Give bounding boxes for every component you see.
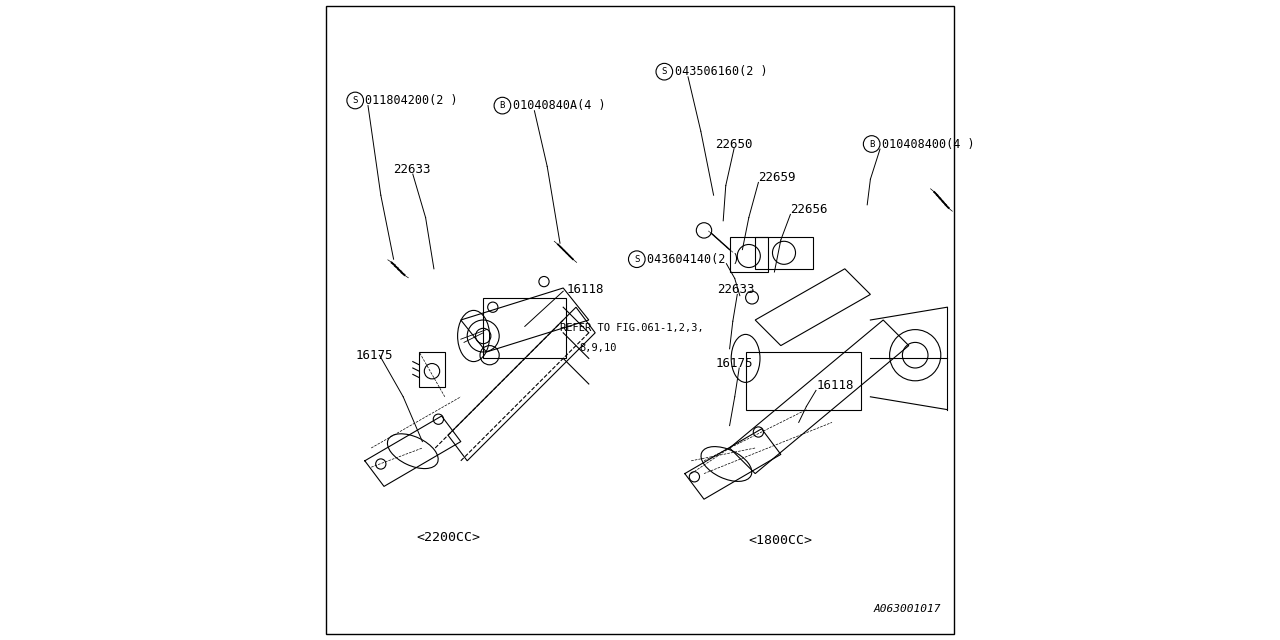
Text: 22650: 22650: [714, 138, 753, 150]
Text: B: B: [869, 140, 874, 148]
Text: <2200CC>: <2200CC>: [416, 531, 480, 544]
Text: 043506160(2 ): 043506160(2 ): [675, 65, 767, 78]
Text: A063001017: A063001017: [873, 604, 941, 614]
Text: 043604140(2 ): 043604140(2 ): [646, 253, 740, 266]
Text: S: S: [352, 96, 358, 105]
Text: <1800CC>: <1800CC>: [749, 534, 813, 547]
Text: 8,9,10: 8,9,10: [580, 342, 617, 353]
Text: 22656: 22656: [791, 204, 828, 216]
Text: S: S: [634, 255, 640, 264]
Text: REFER TO FIG.061-1,2,3,: REFER TO FIG.061-1,2,3,: [561, 323, 704, 333]
Text: 16175: 16175: [716, 357, 753, 370]
Text: 011804200(2 ): 011804200(2 ): [366, 94, 458, 107]
Text: B: B: [499, 101, 506, 110]
Text: 22633: 22633: [717, 283, 754, 296]
Text: 01040840A(4 ): 01040840A(4 ): [512, 99, 605, 112]
Text: 16175: 16175: [356, 349, 393, 362]
Text: 22633: 22633: [394, 163, 431, 176]
Text: 010408400(4 ): 010408400(4 ): [882, 138, 974, 150]
Text: 22659: 22659: [759, 172, 796, 184]
Text: 16118: 16118: [566, 283, 604, 296]
Text: 16118: 16118: [817, 379, 854, 392]
Text: S: S: [662, 67, 667, 76]
